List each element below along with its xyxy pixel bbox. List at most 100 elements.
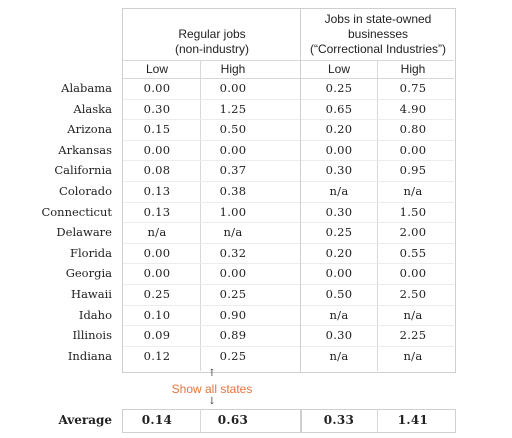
regular-jobs-panel bbox=[122, 8, 302, 373]
subheader-rule-regular bbox=[123, 78, 300, 79]
row-divider bbox=[123, 345, 300, 347]
state-name: Idaho bbox=[78, 307, 112, 322]
cell-reg-high: 0.00 bbox=[219, 266, 247, 281]
row-divider bbox=[301, 304, 454, 306]
cell-reg-low: 0.30 bbox=[143, 101, 171, 116]
cell-ci-high: 0.80 bbox=[399, 122, 427, 137]
cell-ci-high: 0.00 bbox=[399, 266, 427, 281]
row-divider bbox=[123, 139, 300, 141]
state-name: Alaska bbox=[73, 101, 112, 116]
cell-ci-low: 0.30 bbox=[325, 204, 353, 219]
row-divider bbox=[123, 201, 300, 203]
arrow-down-icon: ↓ bbox=[207, 396, 217, 407]
row-divider bbox=[301, 139, 454, 141]
cell-reg-high: 1.25 bbox=[219, 101, 247, 116]
cell-reg-low: 0.09 bbox=[143, 328, 171, 343]
cell-ci-low: n/a bbox=[329, 184, 349, 198]
row-divider bbox=[123, 242, 300, 244]
row-divider bbox=[301, 325, 454, 327]
cell-ci-low: 0.00 bbox=[325, 266, 353, 281]
average-box-regular bbox=[122, 409, 302, 433]
cell-ci-low: n/a bbox=[329, 307, 349, 322]
cell-reg-low: 0.00 bbox=[143, 81, 171, 95]
row-divider bbox=[123, 222, 300, 224]
state-name: California bbox=[54, 163, 112, 178]
state-name: Delaware bbox=[56, 225, 112, 240]
cell-ci-low: 0.30 bbox=[325, 328, 353, 343]
cell-ci-low: 0.25 bbox=[325, 81, 353, 95]
row-divider bbox=[301, 345, 454, 347]
average-state-low: 0.33 bbox=[323, 413, 355, 427]
state-owned-subtitle: (“Correctional Industries”) bbox=[309, 42, 447, 56]
row-divider bbox=[123, 98, 300, 100]
cell-ci-high: n/a bbox=[403, 348, 423, 363]
cell-reg-low: 0.13 bbox=[143, 184, 171, 198]
state-owned-title-2: businesses bbox=[347, 27, 409, 41]
cell-ci-high: 2.00 bbox=[399, 225, 427, 240]
regular-jobs-subtitle: (non-industry) bbox=[174, 42, 250, 56]
row-divider bbox=[301, 222, 454, 224]
cell-ci-low: n/a bbox=[329, 348, 349, 363]
cell-ci-high: 0.95 bbox=[399, 163, 427, 178]
cell-reg-low: 0.10 bbox=[143, 307, 171, 322]
average-divider-state bbox=[377, 409, 378, 433]
cell-reg-high: 1.00 bbox=[219, 204, 247, 219]
cell-ci-high: 2.50 bbox=[399, 287, 427, 301]
average-label: Average bbox=[58, 413, 112, 427]
regular-low-header: Low bbox=[145, 62, 168, 76]
average-divider-regular bbox=[200, 409, 201, 433]
cell-reg-low: 0.00 bbox=[143, 245, 171, 260]
row-divider bbox=[123, 119, 300, 121]
state-owned-jobs-header: Jobs in state-owned businesses (“Correct… bbox=[300, 12, 456, 57]
state-name: Arizona bbox=[67, 122, 112, 137]
state-name: Alabama bbox=[61, 81, 112, 95]
cell-reg-high: 0.90 bbox=[219, 307, 247, 322]
cell-ci-high: 0.00 bbox=[399, 142, 427, 157]
row-divider bbox=[123, 181, 300, 182]
average-box-state bbox=[300, 409, 456, 433]
cell-ci-high: n/a bbox=[403, 184, 423, 198]
row-divider bbox=[301, 201, 454, 203]
cell-reg-high: 0.25 bbox=[219, 348, 247, 363]
average-state-high: 1.41 bbox=[397, 413, 429, 427]
cell-ci-low: 0.00 bbox=[325, 142, 353, 157]
average-regular-low: 0.14 bbox=[141, 413, 173, 427]
cell-ci-high: 1.50 bbox=[399, 204, 427, 219]
show-all-states-link[interactable]: Show all states bbox=[171, 382, 253, 396]
state-name: Georgia bbox=[65, 266, 112, 281]
cell-reg-high: 0.38 bbox=[219, 184, 247, 198]
row-divider bbox=[301, 119, 454, 121]
cell-reg-high: n/a bbox=[223, 225, 243, 240]
header-rule-regular bbox=[123, 60, 300, 61]
regular-jobs-header: Regular jobs (non-industry) bbox=[124, 27, 300, 57]
state-high-header: High bbox=[400, 62, 426, 76]
row-divider bbox=[301, 242, 454, 244]
cell-reg-low: n/a bbox=[147, 225, 167, 240]
regular-high-header: High bbox=[220, 62, 246, 76]
cell-reg-low: 0.08 bbox=[143, 163, 171, 178]
cell-reg-high: 0.37 bbox=[219, 163, 247, 178]
state-low-header: Low bbox=[327, 62, 350, 76]
state-name: Arkansas bbox=[58, 142, 112, 157]
cell-ci-high: 2.25 bbox=[399, 328, 427, 343]
cell-reg-high: 0.00 bbox=[219, 81, 247, 95]
cell-reg-low: 0.25 bbox=[143, 287, 171, 301]
cell-ci-high: 0.55 bbox=[399, 245, 427, 260]
state-name: Hawaii bbox=[71, 287, 112, 301]
cell-ci-high: n/a bbox=[403, 307, 423, 322]
cell-ci-low: 0.20 bbox=[325, 122, 353, 137]
cell-ci-high: 0.75 bbox=[399, 81, 427, 95]
regular-column-divider bbox=[200, 60, 201, 371]
cell-reg-low: 0.00 bbox=[143, 142, 171, 157]
row-divider bbox=[301, 263, 454, 265]
regular-jobs-title: Regular jobs bbox=[178, 27, 246, 41]
row-divider bbox=[123, 304, 300, 306]
cell-reg-low: 0.12 bbox=[143, 348, 171, 363]
cell-ci-low: 0.30 bbox=[325, 163, 353, 178]
row-divider bbox=[301, 181, 454, 182]
row-divider bbox=[123, 160, 300, 162]
average-regular-high: 0.63 bbox=[217, 413, 249, 427]
state-name: Illinois bbox=[72, 328, 113, 343]
cell-reg-high: 0.25 bbox=[219, 287, 247, 301]
cell-reg-low: 0.00 bbox=[143, 266, 171, 281]
